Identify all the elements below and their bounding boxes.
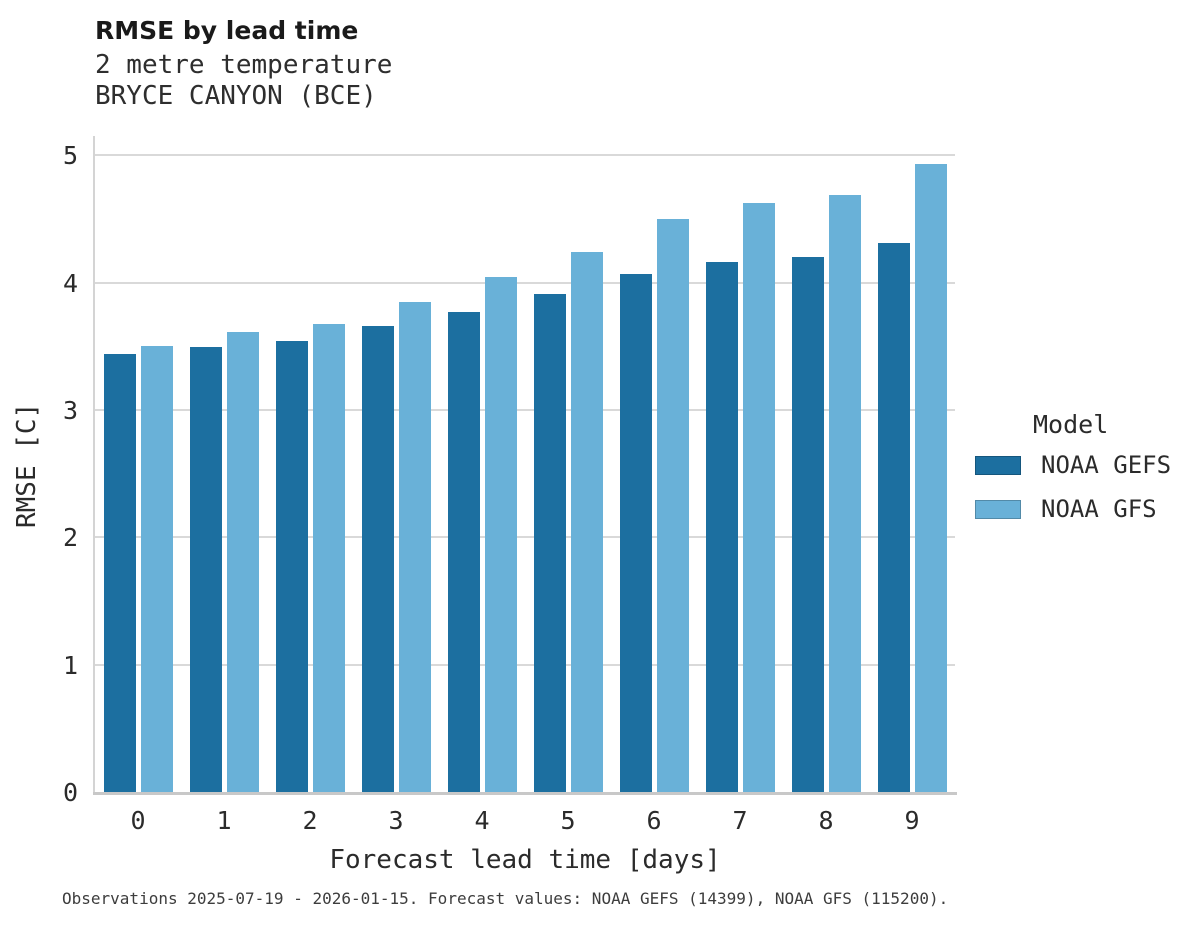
- x-tick-5: 5: [560, 806, 576, 835]
- bar-group-lead-1: [181, 136, 267, 793]
- gridline-2: [95, 536, 955, 539]
- x-tick-2: 2: [302, 806, 318, 835]
- bar-noaa-gfs-lead-3: [398, 301, 431, 793]
- bar-group-lead-0: [95, 136, 181, 793]
- chart-title: RMSE by lead time: [95, 16, 359, 45]
- legend-swatch-icon: [975, 455, 1021, 475]
- bar-noaa-gfs-lead-4: [484, 277, 517, 793]
- bar-group-lead-6: [611, 136, 697, 793]
- bar-noaa-gefs-lead-0: [103, 353, 136, 793]
- gridline-1: [95, 663, 955, 666]
- x-tick-4: 4: [474, 806, 490, 835]
- plot-area: [93, 136, 957, 795]
- bar-noaa-gfs-lead-0: [140, 346, 173, 793]
- legend-label: NOAA GFS: [1041, 495, 1157, 523]
- bar-group-lead-2: [267, 136, 353, 793]
- bar-noaa-gfs-lead-2: [312, 324, 345, 793]
- bar-series-container: [95, 136, 955, 793]
- x-tick-9: 9: [904, 806, 920, 835]
- x-tick-1: 1: [216, 806, 232, 835]
- chart-subtitle-variable: 2 metre temperature: [95, 50, 393, 80]
- x-tick-3: 3: [388, 806, 404, 835]
- bar-noaa-gfs-lead-8: [828, 194, 861, 793]
- y-tick-3: 3: [62, 396, 78, 426]
- legend-item-noaa-gfs: NOAA GFS: [975, 495, 1190, 523]
- gridline-4: [95, 281, 955, 284]
- legend-title: Model: [1033, 410, 1109, 439]
- legend-label: NOAA GEFS: [1041, 451, 1172, 479]
- x-tick-7: 7: [732, 806, 748, 835]
- y-axis-label: RMSE [C]: [12, 402, 42, 528]
- x-tick-8: 8: [818, 806, 834, 835]
- bar-group-lead-8: [783, 136, 869, 793]
- legend-item-noaa-gefs: NOAA GEFS: [975, 451, 1190, 479]
- y-tick-4: 4: [62, 268, 78, 298]
- bar-noaa-gefs-lead-4: [447, 311, 480, 793]
- bar-noaa-gefs-lead-8: [791, 256, 824, 793]
- x-axis-label: Forecast lead time [days]: [329, 845, 721, 875]
- y-tick-1: 1: [62, 650, 78, 680]
- bar-noaa-gefs-lead-7: [705, 262, 738, 793]
- x-tick-0: 0: [130, 806, 146, 835]
- gridline-3: [95, 409, 955, 412]
- bar-group-lead-4: [439, 136, 525, 793]
- bar-noaa-gefs-lead-6: [619, 273, 652, 793]
- bar-group-lead-9: [869, 136, 955, 793]
- x-tick-6: 6: [646, 806, 662, 835]
- bar-noaa-gefs-lead-5: [533, 293, 566, 793]
- bar-group-lead-7: [697, 136, 783, 793]
- bar-noaa-gefs-lead-9: [877, 242, 910, 793]
- bar-noaa-gfs-lead-6: [656, 218, 689, 793]
- gridline-5: [95, 154, 955, 157]
- legend-rows: NOAA GEFS NOAA GFS: [975, 451, 1190, 523]
- y-axis-spine: [93, 136, 95, 793]
- y-tick-2: 2: [62, 523, 78, 553]
- legend-swatch-icon: [975, 499, 1021, 519]
- bar-noaa-gfs-lead-5: [570, 251, 603, 793]
- bar-noaa-gefs-lead-1: [189, 347, 222, 793]
- x-axis-ticks: 0 1 2 3 4 5 6 7 8 9: [95, 806, 955, 835]
- bar-group-lead-5: [525, 136, 611, 793]
- bar-noaa-gfs-lead-9: [914, 164, 947, 793]
- bar-noaa-gfs-lead-7: [742, 203, 775, 793]
- bar-noaa-gfs-lead-1: [226, 332, 259, 793]
- y-tick-0: 0: [62, 778, 78, 807]
- footnote-caption: Observations 2025-07-19 - 2026-01-15. Fo…: [62, 889, 949, 908]
- chart-subtitle-station: BRYCE CANYON (BCE): [95, 81, 377, 111]
- bar-group-lead-3: [353, 136, 439, 793]
- legend: Model NOAA GEFS NOAA GFS: [975, 410, 1190, 539]
- y-tick-5: 5: [62, 141, 78, 171]
- x-axis-spine: [93, 792, 957, 795]
- bar-noaa-gefs-lead-2: [275, 341, 308, 793]
- bar-noaa-gefs-lead-3: [361, 325, 394, 793]
